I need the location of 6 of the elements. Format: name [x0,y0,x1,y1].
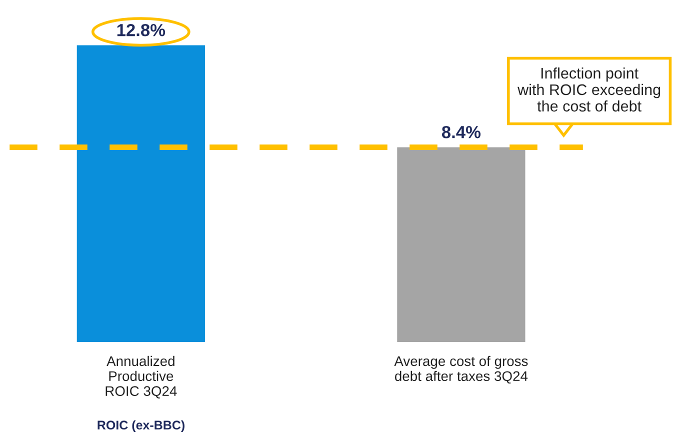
x-tick-label: Average cost of gross debt after taxes 3Q24 [394,356,528,384]
data-label: 12.8% [117,24,166,36]
data-label: 8.4% [442,126,481,138]
text: ROIC (ex-BBC) [98,420,184,432]
ref-line-label: Inflection point with ROIC exceeding the cost of debt [518,67,660,112]
x-tick-label: Annualized Productive ROIC 3Q24 [106,356,177,398]
